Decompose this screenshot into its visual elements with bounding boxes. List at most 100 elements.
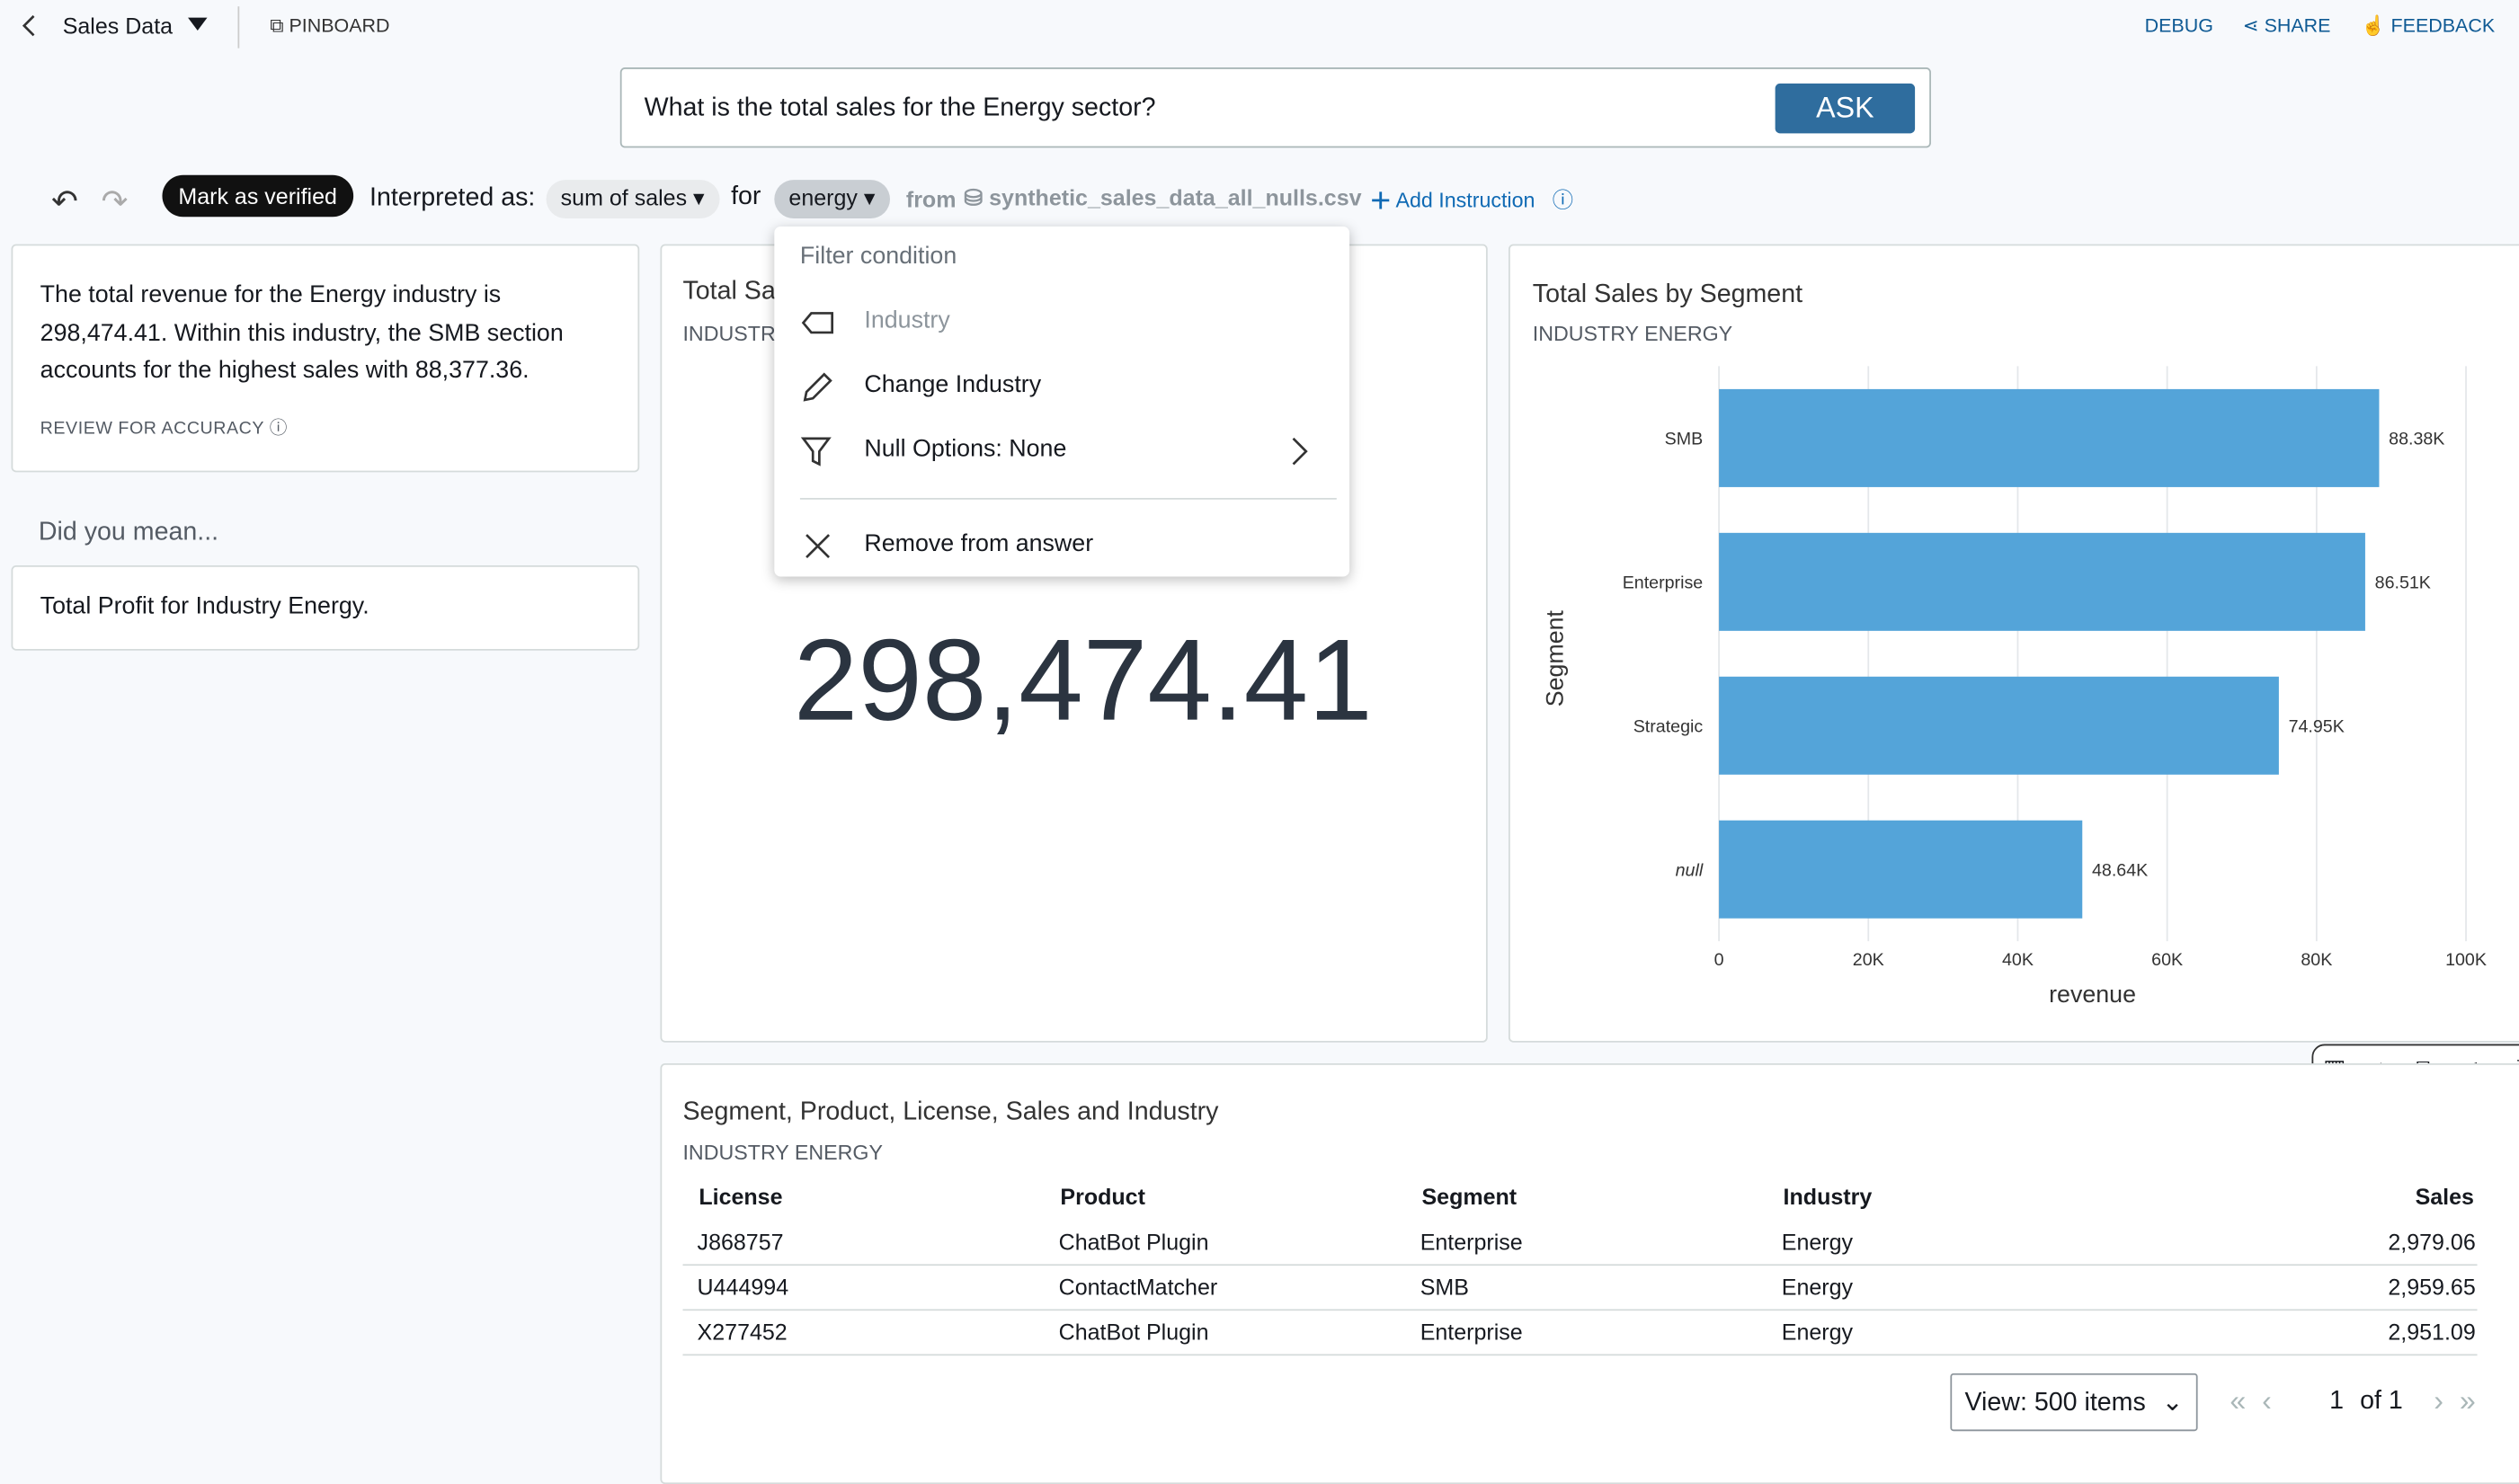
table-cell: Enterprise [1420, 1319, 1523, 1345]
summary-card [11, 244, 640, 473]
back-icon[interactable] [16, 13, 42, 39]
x-tick-label: 20K [1853, 950, 1884, 970]
summary-text: The total revenue for the Energy industr… [40, 280, 564, 385]
x-tick-label: 80K [2301, 950, 2332, 970]
funnel-icon [800, 437, 832, 467]
divider [237, 6, 240, 49]
x-axis-title: revenue [2049, 981, 2136, 1008]
pinboard-text: PINBOARD [289, 14, 390, 38]
menu-item: Industry [864, 307, 950, 334]
menu-item[interactable]: Remove from answer [864, 529, 1094, 558]
view-select[interactable]: View: 500 items ⌄ [1950, 1373, 2198, 1432]
close-icon [806, 534, 831, 559]
x-tick-label: 40K [2002, 950, 2034, 970]
value-label: 86.51K [2375, 573, 2431, 592]
feedback-text: FEEDBACK [2390, 14, 2496, 38]
review-text: REVIEW FOR ACCURACY [40, 419, 264, 439]
undo[interactable]: ↶ [51, 184, 79, 220]
from: from [905, 186, 957, 212]
table-cell: ChatBot Plugin [1058, 1229, 1209, 1255]
page-nav-prev[interactable]: « ‹ [2230, 1384, 2272, 1417]
table-cell: 2,979.06 [2388, 1229, 2476, 1255]
page-total: of 1 [2360, 1387, 2403, 1416]
y-tick-label: SMB [1665, 430, 1704, 449]
page-nav-next[interactable]: › » [2434, 1384, 2476, 1417]
source-text: synthetic_sales_data_all_nulls.csv [989, 184, 1362, 211]
row-divider [682, 1264, 2478, 1266]
column-header[interactable]: Sales [2415, 1184, 2474, 1210]
add-text: Add Instruction [1395, 188, 1535, 212]
bar [1719, 676, 2279, 775]
chevron [1292, 437, 1308, 466]
x-tick-label: 100K [2445, 950, 2487, 970]
table-cell: ContactMatcher [1058, 1274, 1218, 1300]
filter-menu: Filter condition Industry Change Industr… [774, 226, 1350, 577]
dataset-caret[interactable] [186, 16, 209, 32]
menu-item[interactable]: Null Options: None [864, 435, 1067, 463]
debug[interactable]: DEBUG [2144, 14, 2213, 38]
row-divider [682, 1354, 2478, 1356]
metric-chip[interactable]: sum of sales ▾ [546, 180, 719, 219]
suggestions-heading: Did you mean... [38, 519, 219, 547]
dataset-name[interactable]: Sales Data [62, 13, 174, 39]
table-cell: 2,959.65 [2388, 1274, 2476, 1300]
source: ⛁ synthetic_sales_data_all_nulls.csv [964, 184, 1362, 211]
value-label: 48.64K [2092, 860, 2148, 880]
row-divider [682, 1309, 2478, 1311]
table-cell: U444994 [697, 1274, 789, 1300]
table-cell: ChatBot Plugin [1058, 1319, 1209, 1345]
column-header[interactable]: Segment [1421, 1184, 1518, 1210]
add-instruction[interactable]: + Add Instruction ⓘ [1370, 180, 1574, 220]
table-cell: Enterprise [1420, 1229, 1523, 1255]
y-tick-label: null [1676, 860, 1704, 880]
chart: Total Sales by Segment INDUSTRY ENERGY 0 20… [1533, 280, 2487, 1008]
filter-chip[interactable]: energy ▾ [774, 180, 890, 219]
share-text: SHARE [2264, 14, 2331, 38]
table-cell: 2,951.09 [2388, 1319, 2476, 1345]
x-tick-label: 0 [1714, 950, 1724, 970]
table-cell: SMB [1420, 1274, 1469, 1300]
suggestion-card[interactable] [11, 565, 640, 651]
table-subtitle: INDUSTRY ENERGY [682, 1140, 883, 1165]
tag-icon [801, 312, 834, 334]
y-axis-title: Segment [1542, 609, 1569, 706]
column-header[interactable]: License [699, 1184, 783, 1210]
pencil-icon [803, 372, 832, 402]
menu-item[interactable]: Change Industry [864, 370, 1042, 399]
app: Sales Data ⧉ PINBOARD DEBUG ⋖ SHARE ☝ FE… [11, 6, 2519, 1484]
question-box[interactable] [619, 67, 1931, 148]
menu-heading: Filter condition [799, 242, 957, 271]
ask-button[interactable]: ASK [1775, 83, 1916, 134]
interpreted-label: Interpreted as: [369, 184, 536, 212]
bar [1719, 820, 2083, 919]
table-cell: J868757 [697, 1229, 784, 1255]
metric: sum of sales [560, 184, 688, 211]
value-label: 88.38K [2389, 430, 2444, 449]
bar [1719, 388, 2380, 487]
chart-subtitle: INDUSTRY ENERGY [1533, 322, 1732, 345]
table-cell: Energy [1781, 1229, 1854, 1255]
pinboard-link[interactable]: ⧉ PINBOARD [270, 14, 390, 38]
kpi-value: 298,474.41 [793, 617, 1373, 746]
table-cell: X277452 [697, 1319, 788, 1345]
column-header[interactable]: Product [1060, 1184, 1145, 1210]
column-header[interactable]: Industry [1783, 1184, 1873, 1210]
review[interactable]: REVIEW FOR ACCURACY ⓘ [40, 419, 288, 439]
feedback[interactable]: ☝ FEEDBACK [2361, 14, 2496, 38]
table-cell: Energy [1781, 1319, 1854, 1345]
value-label: 74.95K [2289, 716, 2345, 736]
verify-button[interactable]: Mark as verified [162, 174, 353, 218]
suggestion[interactable]: Total Profit for Industry Energy. [40, 592, 369, 620]
share[interactable]: ⋖ SHARE [2242, 14, 2331, 38]
redo[interactable]: ↷ [101, 184, 129, 220]
table-title: Segment, Product, License, Sales and Ind… [682, 1098, 1219, 1126]
chart-title: Total Sales by Segment [1533, 280, 1802, 308]
view-text: View: 500 items [1964, 1389, 2146, 1417]
question-text[interactable]: What is the total sales for the Energy s… [644, 94, 1156, 122]
y-tick-label: Enterprise [1623, 573, 1704, 592]
y-tick-label: Strategic [1633, 716, 1704, 736]
table-card [660, 1062, 2519, 1484]
bar [1719, 532, 2365, 631]
for: for [731, 182, 761, 211]
page: Sales Data ⧉ PINBOARD DEBUG ⋖ SHARE ☝ FE… [11, 6, 2519, 1484]
